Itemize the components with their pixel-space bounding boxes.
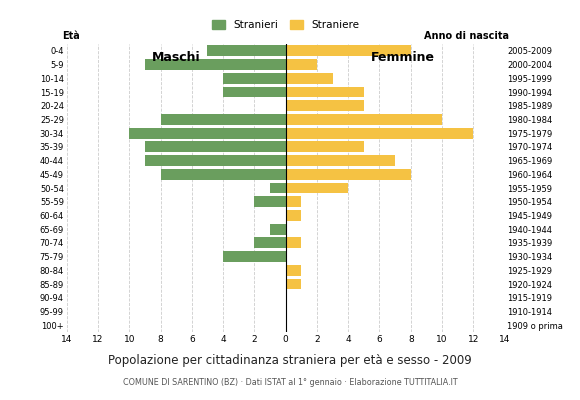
Bar: [145, 141, 286, 152]
Bar: [208, 45, 286, 56]
Bar: [286, 278, 301, 290]
Bar: [286, 45, 411, 56]
Bar: [145, 59, 286, 70]
Text: Popolazione per cittadinanza straniera per età e sesso - 2009: Popolazione per cittadinanza straniera p…: [108, 354, 472, 367]
Text: Età: Età: [62, 31, 80, 41]
Bar: [286, 265, 301, 276]
Bar: [145, 155, 286, 166]
Bar: [223, 86, 286, 98]
Bar: [270, 182, 286, 194]
Bar: [286, 210, 301, 221]
Bar: [255, 237, 286, 248]
Bar: [286, 100, 364, 111]
Bar: [223, 73, 286, 84]
Text: COMUNE DI SARENTINO (BZ) · Dati ISTAT al 1° gennaio · Elaborazione TUTTITALIA.IT: COMUNE DI SARENTINO (BZ) · Dati ISTAT al…: [123, 378, 457, 387]
Bar: [129, 128, 286, 139]
Bar: [286, 182, 348, 194]
Bar: [255, 196, 286, 207]
Bar: [286, 59, 317, 70]
Bar: [286, 141, 364, 152]
Bar: [161, 169, 286, 180]
Bar: [286, 128, 473, 139]
Text: Femmine: Femmine: [371, 51, 435, 64]
Bar: [286, 155, 395, 166]
Legend: Stranieri, Straniere: Stranieri, Straniere: [208, 16, 363, 34]
Bar: [286, 196, 301, 207]
Bar: [270, 224, 286, 235]
Text: Anno di nascita: Anno di nascita: [425, 31, 509, 41]
Bar: [286, 114, 442, 125]
Bar: [286, 73, 332, 84]
Bar: [161, 114, 286, 125]
Text: Maschi: Maschi: [152, 51, 201, 64]
Bar: [223, 251, 286, 262]
Bar: [286, 169, 411, 180]
Bar: [286, 86, 364, 98]
Bar: [286, 237, 301, 248]
